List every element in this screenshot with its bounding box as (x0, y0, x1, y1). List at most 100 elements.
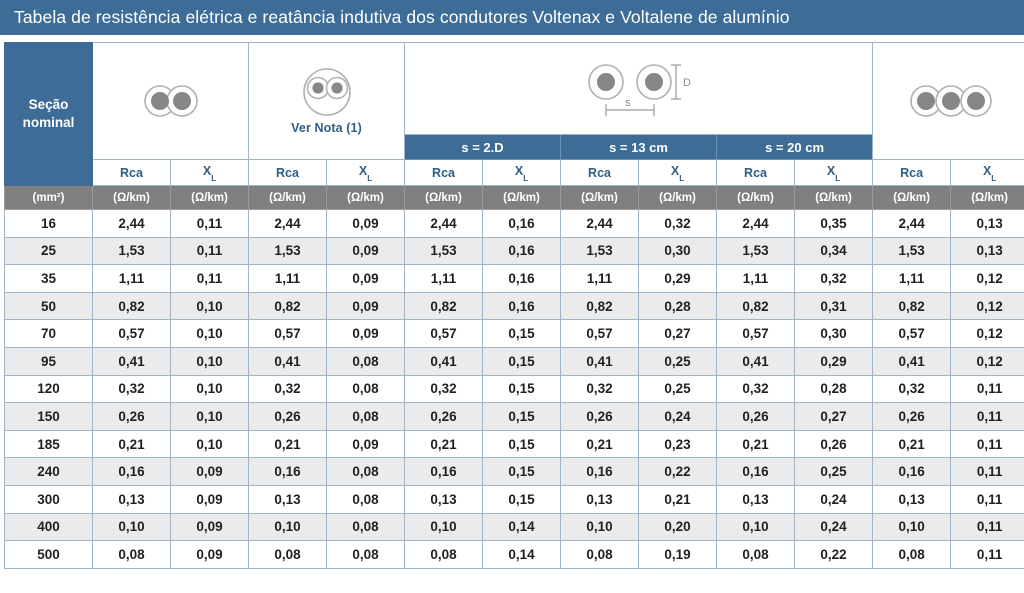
cell-value: 0,11 (950, 484, 1024, 514)
cell-value: 0,23 (638, 429, 718, 459)
table-head: Seção nominal (4, 42, 1024, 210)
cell-value: 1,11 (404, 264, 484, 293)
unit-ohm-km-1: (Ω/km) (92, 185, 171, 210)
cell-value: 0,34 (794, 236, 874, 266)
cell-value: 0,09 (325, 319, 406, 348)
cell-value: 0,25 (638, 374, 718, 404)
cell-value: 0,26 (248, 402, 327, 431)
cell-value: 0,13 (92, 484, 171, 514)
cell-value: 0,24 (794, 512, 874, 542)
table-row: 240 0,16 0,09 0,16 0,08 0,16 0,15 0,16 0,22 0,16 0… (4, 457, 1024, 486)
cell-value: 0,16 (716, 457, 796, 486)
cell-value: 2,44 (560, 209, 640, 238)
cell-section-nominal: 300 (4, 484, 93, 514)
cell-value: 0,21 (560, 429, 640, 459)
cell-value: 0,08 (404, 540, 484, 569)
cell-value: 0,32 (794, 264, 874, 293)
cell-value: 0,57 (92, 319, 171, 348)
cell-value: 0,08 (325, 512, 406, 542)
cell-value: 1,11 (92, 264, 171, 293)
cell-value: 0,13 (716, 484, 796, 514)
table-row: 70 0,57 0,10 0,57 0,09 0,57 0,15 0,57 0,27 0,57 0,… (4, 319, 1024, 348)
cell-value: 0,10 (170, 402, 249, 431)
cell-value: 2,44 (248, 209, 327, 238)
unit-ohm-km-4: (Ω/km) (325, 185, 406, 210)
cell-value: 0,08 (325, 402, 406, 431)
cell-value: 0,09 (325, 429, 406, 459)
three-circles-icon (896, 80, 1006, 122)
span-label-s-13cm: s = 13 cm (560, 134, 718, 160)
cell-value: 0,10 (248, 512, 327, 542)
cell-value: 0,10 (716, 512, 796, 542)
cell-value: 0,13 (872, 484, 952, 514)
cell-value: 1,53 (404, 236, 484, 266)
cell-value: 1,53 (248, 236, 327, 266)
ver-nota-label: Ver Nota (1) (291, 121, 362, 135)
cell-value: 0,57 (560, 319, 640, 348)
cell-value: 0,11 (950, 402, 1024, 431)
cell-value: 0,09 (170, 540, 249, 569)
cell-value: 0,22 (638, 457, 718, 486)
resistance-reactance-table: Seção nominal (4, 42, 1024, 569)
two-circles-touching-icon (132, 81, 210, 121)
cell-value: 0,30 (638, 236, 718, 266)
cell-value: 0,31 (794, 291, 874, 321)
cell-value: 0,08 (560, 540, 640, 569)
cell-value: 0,15 (482, 457, 562, 486)
cell-value: 0,08 (325, 346, 406, 376)
cell-value: 0,15 (482, 402, 562, 431)
cell-value: 0,12 (950, 291, 1024, 321)
unit-ohm-km-7: (Ω/km) (560, 185, 640, 210)
cell-value: 1,11 (872, 264, 952, 293)
cell-value: 2,44 (92, 209, 171, 238)
cell-value: 0,11 (950, 512, 1024, 542)
cell-value: 0,32 (404, 374, 484, 404)
cell-value: 0,28 (794, 374, 874, 404)
unit-ohm-km-9: (Ω/km) (716, 185, 796, 210)
subheader-xl-6: XL (950, 159, 1024, 186)
section-nominal-label: Seção nominal (22, 97, 75, 130)
two-circles-in-circle-icon (296, 67, 358, 119)
cell-value: 0,21 (92, 429, 171, 459)
cell-section-nominal: 120 (4, 374, 93, 404)
cell-value: 0,08 (325, 374, 406, 404)
cell-value: 0,26 (794, 429, 874, 459)
table-row: 16 2,44 0,11 2,44 0,09 2,44 0,16 2,44 0,32 2,44 0,… (4, 209, 1024, 238)
cell-value: 0,10 (170, 374, 249, 404)
cell-value: 0,10 (170, 429, 249, 459)
cell-value: 0,15 (482, 429, 562, 459)
cell-value: 0,11 (170, 209, 249, 238)
cell-value: 0,19 (638, 540, 718, 569)
cell-value: 1,11 (560, 264, 640, 293)
table-row: 25 1,53 0,11 1,53 0,09 1,53 0,16 1,53 0,30 1,53 0,… (4, 236, 1024, 266)
cell-value: 0,82 (872, 291, 952, 321)
subheader-xl-1: XL (170, 159, 249, 186)
cell-value: 0,16 (482, 264, 562, 293)
cell-value: 0,12 (950, 319, 1024, 348)
cell-value: 2,44 (716, 209, 796, 238)
section-nominal-header: Seção nominal (4, 42, 93, 186)
cell-value: 0,09 (170, 457, 249, 486)
table-row: 35 1,11 0,11 1,11 0,09 1,11 0,16 1,11 0,29 1,11 0,… (4, 264, 1024, 293)
cell-value: 0,57 (716, 319, 796, 348)
cell-value: 0,41 (872, 346, 952, 376)
cell-value: 0,16 (482, 209, 562, 238)
cell-value: 0,25 (794, 457, 874, 486)
cell-section-nominal: 25 (4, 236, 93, 266)
cell-value: 0,27 (794, 402, 874, 431)
cell-value: 0,10 (92, 512, 171, 542)
cell-value: 0,57 (404, 319, 484, 348)
cell-value: 0,57 (248, 319, 327, 348)
page-title-bar: Tabela de resistência elétrica e reatânc… (0, 0, 1024, 38)
cell-value: 0,08 (92, 540, 171, 569)
cell-value: 0,32 (716, 374, 796, 404)
cell-value: 2,44 (404, 209, 484, 238)
svg-text:D: D (683, 77, 691, 89)
subheader-rca-2: Rca (248, 159, 327, 186)
cell-value: 0,82 (248, 291, 327, 321)
unit-ohm-km-8: (Ω/km) (638, 185, 718, 210)
table-container: Seção nominal (0, 38, 1024, 593)
cell-section-nominal: 400 (4, 512, 93, 542)
cell-value: 0,09 (325, 209, 406, 238)
cell-value: 0,11 (170, 236, 249, 266)
